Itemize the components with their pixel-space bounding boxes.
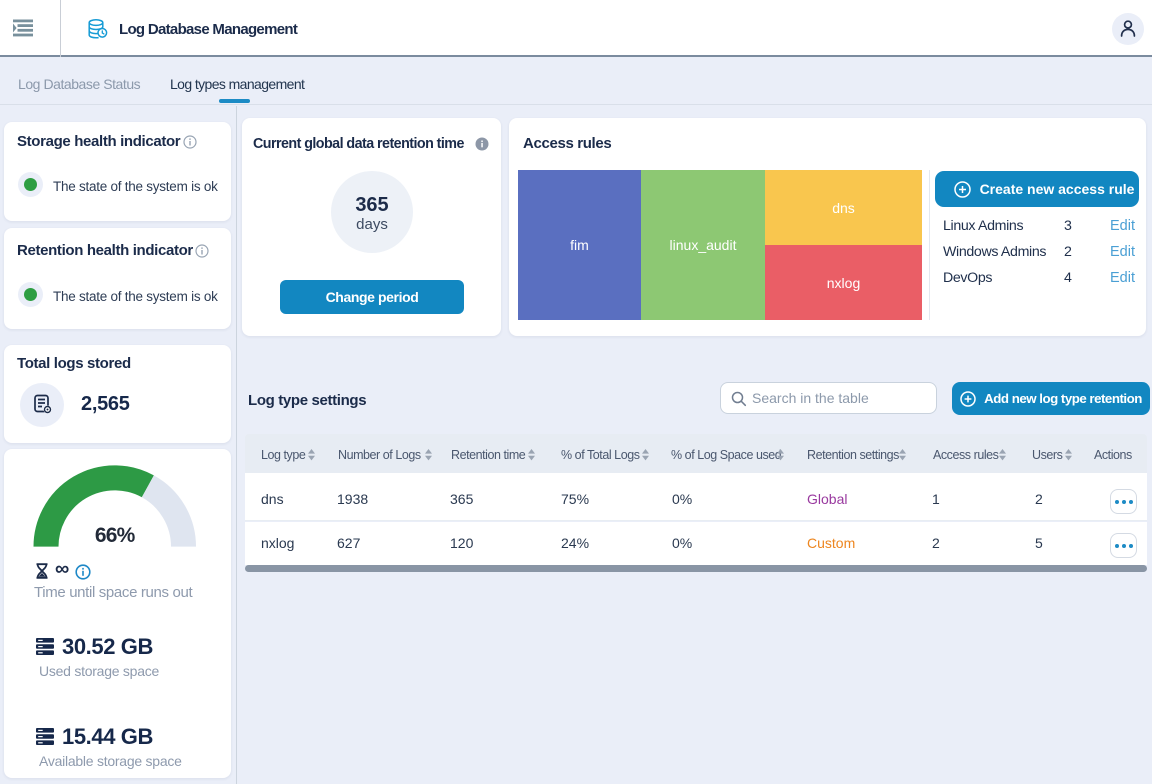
- svg-text:66%: 66%: [95, 524, 136, 547]
